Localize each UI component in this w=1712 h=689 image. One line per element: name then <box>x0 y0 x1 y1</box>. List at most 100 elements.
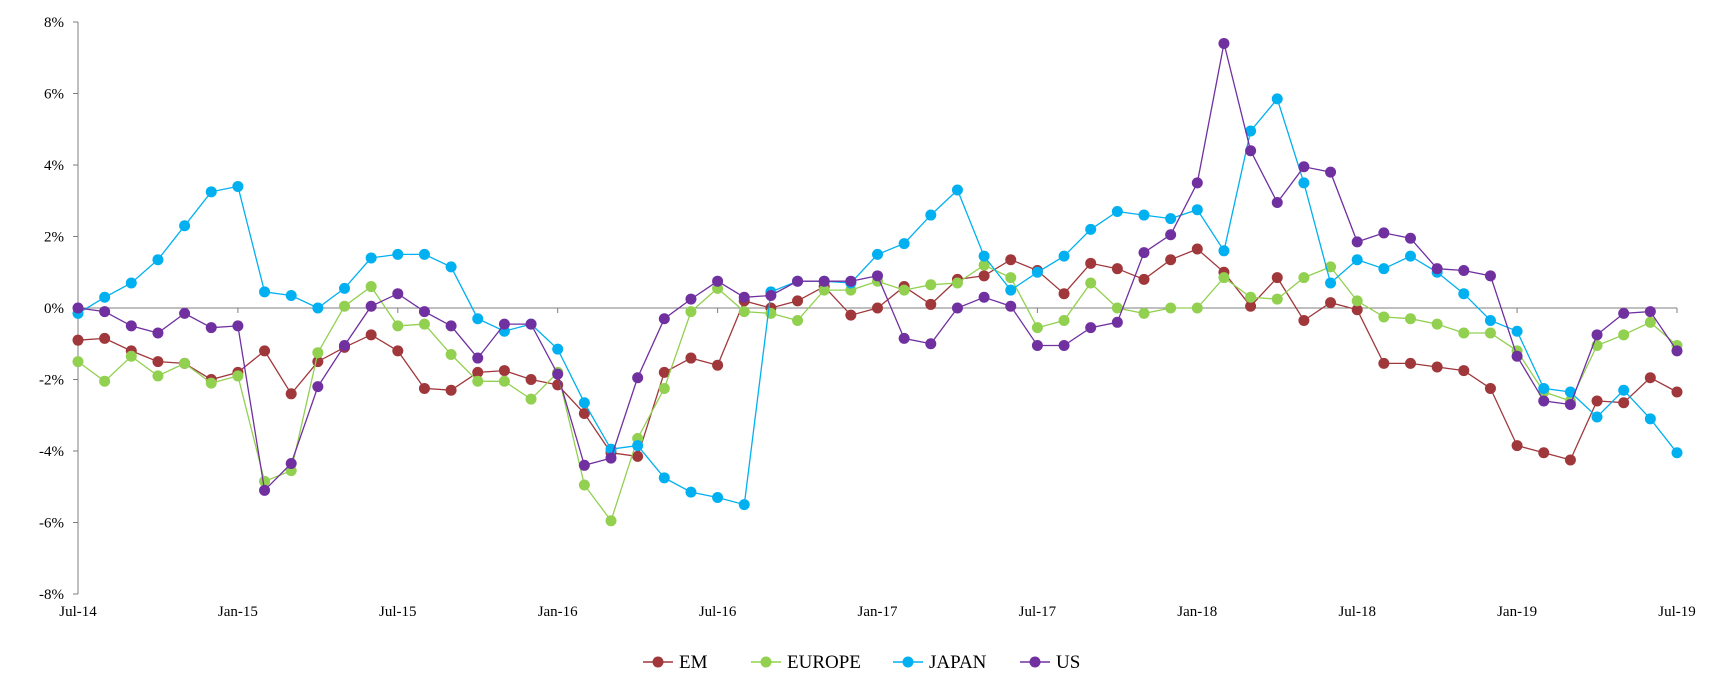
data-point-europe <box>445 348 457 360</box>
data-point-us <box>872 270 883 282</box>
legend-label-em: EM <box>679 652 708 673</box>
data-point-europe <box>1484 327 1496 339</box>
data-point-em <box>792 295 804 307</box>
data-point-japan <box>1351 254 1363 266</box>
data-point-europe <box>658 382 670 394</box>
data-point-europe <box>951 277 963 289</box>
data-point-us <box>232 320 244 332</box>
data-point-japan <box>1031 266 1043 278</box>
data-point-us <box>179 307 191 319</box>
data-point-japan <box>712 491 724 503</box>
data-point-us <box>1431 263 1443 275</box>
data-point-japan <box>1618 384 1630 396</box>
data-point-us <box>1618 307 1630 319</box>
data-point-japan <box>285 289 297 301</box>
data-point-us <box>1058 340 1070 352</box>
legend-item-europe: EUROPE <box>751 652 861 673</box>
data-point-japan <box>632 440 644 452</box>
data-point-europe <box>1085 277 1097 289</box>
data-point-em <box>445 384 457 396</box>
data-point-japan <box>578 397 590 409</box>
data-point-europe <box>1325 261 1337 273</box>
legend: EM EUROPE JAPAN US <box>643 652 1080 673</box>
data-point-us <box>339 340 350 352</box>
x-tick-label: Jan-18 <box>1177 604 1217 620</box>
data-point-europe <box>1431 318 1443 330</box>
data-point-em <box>152 356 164 368</box>
data-point-europe <box>1271 293 1283 305</box>
data-point-us <box>99 306 111 318</box>
data-point-em <box>1058 288 1070 300</box>
data-point-us <box>472 352 484 364</box>
data-point-em <box>1405 357 1416 369</box>
data-point-japan <box>1245 125 1257 137</box>
data-point-em <box>1138 273 1150 285</box>
data-point-us <box>365 300 377 312</box>
data-point-europe <box>1138 307 1150 319</box>
data-point-us <box>765 289 777 301</box>
data-point-japan <box>259 286 271 298</box>
data-point-japan <box>365 252 377 264</box>
data-point-europe <box>1218 272 1230 284</box>
data-point-europe <box>99 375 111 387</box>
y-tick-label: 4% <box>44 158 64 174</box>
data-point-europe <box>365 281 377 293</box>
data-point-us <box>1511 350 1523 362</box>
data-point-europe <box>179 357 191 369</box>
data-point-us <box>1564 399 1576 411</box>
data-point-us <box>1271 197 1283 209</box>
data-point-europe <box>685 306 697 318</box>
data-point-em <box>1325 297 1337 309</box>
data-point-europe <box>898 284 910 296</box>
data-point-us <box>418 306 430 318</box>
data-point-us <box>712 275 724 287</box>
data-point-us <box>1458 264 1470 276</box>
data-point-us <box>978 291 990 303</box>
data-point-us <box>498 318 510 330</box>
data-point-europe <box>1111 302 1123 314</box>
data-point-us <box>1538 395 1550 407</box>
data-point-japan <box>232 180 244 192</box>
data-point-europe <box>1618 329 1630 341</box>
data-point-em <box>1111 263 1123 275</box>
data-point-em <box>632 450 644 462</box>
data-point-europe <box>818 284 830 296</box>
data-point-us <box>1165 229 1177 241</box>
data-point-japan <box>1325 277 1337 289</box>
data-point-japan <box>685 486 697 498</box>
data-point-europe <box>738 306 750 318</box>
data-point-em <box>498 365 510 377</box>
data-point-japan <box>1298 177 1310 189</box>
series-us <box>72 37 1683 496</box>
data-point-europe <box>1458 327 1470 339</box>
data-point-em <box>285 388 297 400</box>
data-point-us <box>658 313 670 325</box>
data-point-em <box>1378 357 1390 369</box>
data-point-japan <box>978 250 990 262</box>
data-point-em <box>365 329 377 341</box>
data-point-us <box>445 320 457 332</box>
legend-label-europe: EUROPE <box>787 652 861 673</box>
data-point-europe <box>259 475 271 487</box>
data-point-japan <box>1138 209 1150 221</box>
y-tick-label: 0% <box>44 301 64 317</box>
data-point-em <box>1085 257 1097 269</box>
data-point-japan <box>125 277 137 289</box>
data-point-em <box>685 352 697 364</box>
data-point-europe <box>1031 322 1043 334</box>
data-point-em <box>1431 361 1443 373</box>
data-point-japan <box>205 186 217 198</box>
data-point-us <box>845 275 857 287</box>
data-point-us <box>259 484 271 496</box>
data-point-japan <box>99 291 111 303</box>
legend-marker-europe <box>760 656 772 668</box>
x-tick-label: Jul-15 <box>379 604 417 620</box>
data-point-us <box>1031 340 1043 352</box>
data-point-japan <box>1458 288 1470 300</box>
legend-item-japan: JAPAN <box>893 652 987 673</box>
data-point-europe <box>1351 295 1363 307</box>
data-point-europe <box>339 300 350 312</box>
data-point-us <box>605 452 617 464</box>
data-point-europe <box>152 370 164 382</box>
data-point-japan <box>1511 325 1523 337</box>
